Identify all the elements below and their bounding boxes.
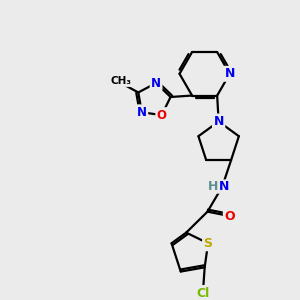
Text: S: S	[204, 237, 213, 250]
Text: N: N	[224, 67, 235, 80]
Text: N: N	[219, 180, 229, 193]
Text: O: O	[157, 109, 167, 122]
Text: CH₃: CH₃	[110, 76, 131, 86]
Text: Cl: Cl	[196, 286, 210, 299]
Text: N: N	[151, 76, 161, 89]
Text: O: O	[224, 210, 235, 223]
Text: H: H	[208, 180, 218, 193]
Text: N: N	[214, 115, 224, 128]
Text: N: N	[137, 106, 147, 119]
